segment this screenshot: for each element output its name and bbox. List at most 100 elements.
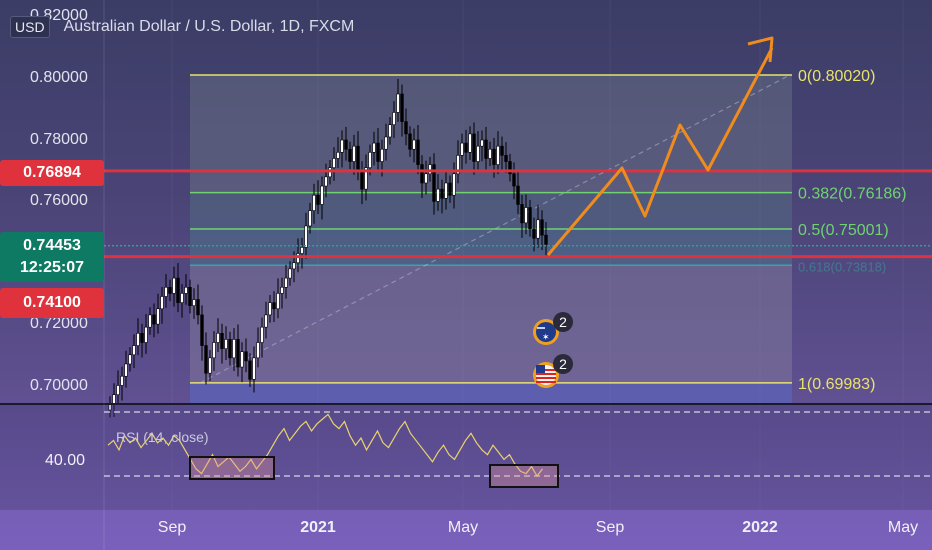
candle-body bbox=[284, 277, 288, 288]
candle-body bbox=[256, 342, 260, 359]
candle-body bbox=[208, 357, 212, 374]
candle-body bbox=[148, 314, 152, 328]
candle-body bbox=[424, 173, 428, 184]
candle-body bbox=[524, 207, 528, 224]
currency-button[interactable]: USD bbox=[10, 16, 50, 38]
fib-zone bbox=[190, 75, 792, 193]
rsi-background bbox=[0, 404, 932, 510]
candle-body bbox=[432, 164, 436, 202]
time-axis-bg bbox=[0, 510, 932, 550]
candle-body bbox=[268, 302, 272, 316]
fib-zone-extension bbox=[190, 382, 792, 405]
candle-body bbox=[480, 139, 484, 147]
candle-body bbox=[440, 188, 444, 199]
y-tick-label: 0.70000 bbox=[30, 377, 88, 394]
rsi-line bbox=[107, 413, 543, 478]
candle-body bbox=[444, 182, 448, 199]
candle-body bbox=[152, 314, 156, 325]
candle-body bbox=[248, 360, 252, 380]
candle-body bbox=[484, 139, 488, 159]
candle-body bbox=[188, 286, 192, 306]
overlays: ✶ 2 2 bbox=[104, 36, 932, 388]
candle-body bbox=[380, 148, 384, 162]
flag-stripe bbox=[536, 373, 556, 375]
x-tick-label: 2022 bbox=[742, 519, 778, 536]
candle-body bbox=[192, 299, 196, 306]
candle-body bbox=[308, 210, 312, 227]
candle-body bbox=[180, 293, 184, 303]
candle-body bbox=[264, 314, 268, 328]
candle-body bbox=[520, 204, 524, 224]
rsi-highlight-box bbox=[189, 456, 275, 480]
candle-body bbox=[320, 185, 324, 205]
candle-body bbox=[324, 176, 328, 187]
candle-body bbox=[436, 188, 440, 202]
candle-body bbox=[472, 133, 476, 162]
candle-body bbox=[512, 173, 516, 187]
candle-body bbox=[216, 333, 220, 343]
candle-body bbox=[532, 228, 536, 239]
candle-body bbox=[200, 314, 204, 346]
candle-body bbox=[456, 155, 460, 175]
candle-body bbox=[136, 333, 140, 346]
candle-body bbox=[292, 262, 296, 270]
y-tick-label: 0.80000 bbox=[30, 69, 88, 86]
candle-body bbox=[376, 142, 380, 162]
aud-event-count-bg bbox=[553, 312, 573, 332]
candle-body bbox=[156, 308, 160, 325]
candle-body bbox=[160, 296, 164, 310]
candle-body bbox=[340, 139, 344, 153]
candle-body bbox=[280, 286, 284, 294]
y-tick-label: 0.76000 bbox=[30, 192, 88, 209]
rsi-highlight-box bbox=[489, 464, 559, 488]
candle-body bbox=[360, 170, 364, 190]
flag-star: ✶ bbox=[542, 333, 550, 343]
fib-zone bbox=[190, 192, 792, 229]
candle-body bbox=[132, 345, 136, 356]
candle-body bbox=[528, 207, 532, 230]
flag-stripe bbox=[536, 377, 556, 379]
candle-body bbox=[372, 142, 376, 153]
candle-body bbox=[220, 333, 224, 349]
candle-body bbox=[464, 142, 468, 153]
candle-body bbox=[176, 277, 180, 303]
candle-body bbox=[392, 112, 396, 125]
candle-body bbox=[204, 345, 208, 374]
x-tick-label: May bbox=[888, 519, 918, 536]
countdown-timer: 12:25:07 bbox=[19, 259, 85, 276]
aud-event-marker: ✶ bbox=[533, 319, 559, 345]
y-tick-label: 0.72000 bbox=[30, 315, 88, 332]
fib-levels: 0(0.80020) 0.382(0.76186) 0.5(0.75001) 0.61… bbox=[190, 68, 907, 393]
usd-event-marker bbox=[533, 362, 559, 388]
fib-label: 0(0.80020) bbox=[798, 68, 875, 85]
candle-body bbox=[404, 121, 408, 135]
candle-body bbox=[476, 145, 480, 162]
candle-body bbox=[384, 136, 388, 150]
flag-stripe bbox=[536, 381, 556, 383]
candle-body bbox=[228, 339, 232, 359]
candle-body bbox=[168, 286, 172, 294]
candle-body bbox=[304, 225, 308, 248]
fib-label: 1(0.69983) bbox=[798, 376, 875, 393]
candle-body bbox=[348, 148, 352, 162]
candle-body bbox=[492, 148, 496, 165]
candle-body bbox=[496, 145, 500, 165]
candle-body bbox=[276, 293, 280, 310]
candle-body bbox=[416, 139, 420, 165]
candle-body bbox=[500, 145, 504, 156]
projection-arrowhead bbox=[747, 36, 774, 63]
candle-body bbox=[460, 142, 464, 156]
candle-body bbox=[488, 148, 492, 159]
candle-body bbox=[128, 354, 132, 365]
candle-body bbox=[368, 152, 372, 168]
candle-body bbox=[336, 152, 340, 159]
candle-body bbox=[420, 164, 424, 184]
candle-body bbox=[508, 161, 512, 175]
rsi-level-label: 40.00 bbox=[45, 452, 85, 469]
candle-body bbox=[504, 155, 508, 162]
candle-body bbox=[140, 333, 144, 343]
candle-body bbox=[116, 385, 120, 395]
